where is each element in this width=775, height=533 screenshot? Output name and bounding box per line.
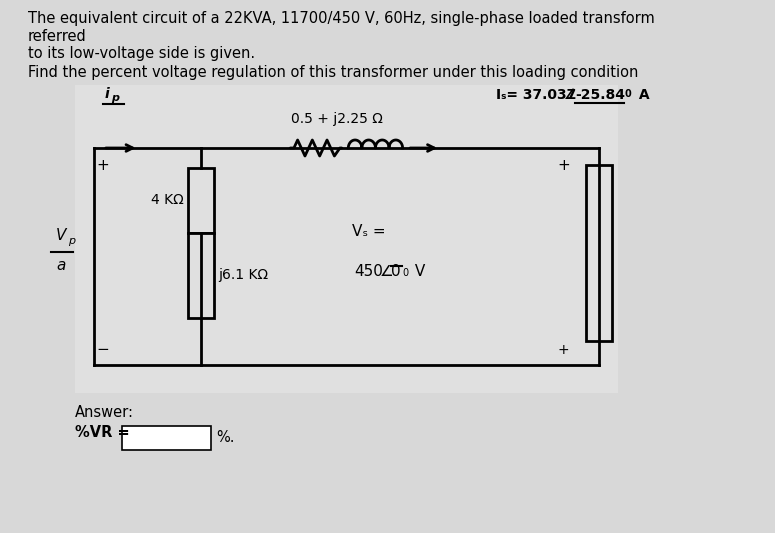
Text: V: V — [410, 264, 425, 279]
Text: 0: 0 — [625, 89, 632, 99]
Bar — [188, 233, 215, 318]
Text: Find the percent voltage regulation of this transformer under this loading condi: Find the percent voltage regulation of t… — [28, 65, 639, 80]
Text: Vₛ =: Vₛ = — [352, 223, 385, 238]
Text: A: A — [634, 88, 649, 102]
Text: i: i — [105, 87, 109, 101]
Text: referred: referred — [28, 29, 87, 44]
Text: ∠: ∠ — [563, 88, 576, 102]
Text: ∠: ∠ — [380, 264, 393, 279]
Bar — [122, 426, 211, 450]
Bar — [586, 165, 612, 341]
Text: to its low-voltage side is given.: to its low-voltage side is given. — [28, 46, 255, 61]
Text: %VR =: %VR = — [75, 425, 129, 440]
Text: p: p — [112, 93, 119, 103]
Text: V: V — [56, 228, 66, 243]
Text: p: p — [68, 237, 75, 246]
Text: 0: 0 — [391, 264, 401, 279]
Text: Answer:: Answer: — [75, 405, 134, 420]
Text: %.: %. — [216, 431, 235, 446]
Text: 0: 0 — [402, 268, 408, 278]
Text: Iₛ= 37.037: Iₛ= 37.037 — [496, 88, 577, 102]
Text: +: + — [97, 158, 109, 174]
Text: 4 KΩ: 4 KΩ — [151, 193, 184, 207]
Bar — [188, 168, 215, 233]
Text: 450: 450 — [354, 264, 384, 279]
Text: +: + — [558, 343, 570, 357]
Text: 0.5 + j2.25 Ω: 0.5 + j2.25 Ω — [291, 112, 383, 126]
Text: -25.84: -25.84 — [575, 88, 625, 102]
Bar — [75, 85, 618, 393]
Text: The equivalent circuit of a 22KVA, 11700/450 V, 60Hz, single-phase loaded transf: The equivalent circuit of a 22KVA, 11700… — [28, 11, 655, 26]
Text: j6.1 KΩ: j6.1 KΩ — [218, 269, 268, 282]
Text: a: a — [56, 259, 66, 273]
Text: +: + — [557, 158, 570, 174]
Text: −: − — [97, 343, 109, 358]
